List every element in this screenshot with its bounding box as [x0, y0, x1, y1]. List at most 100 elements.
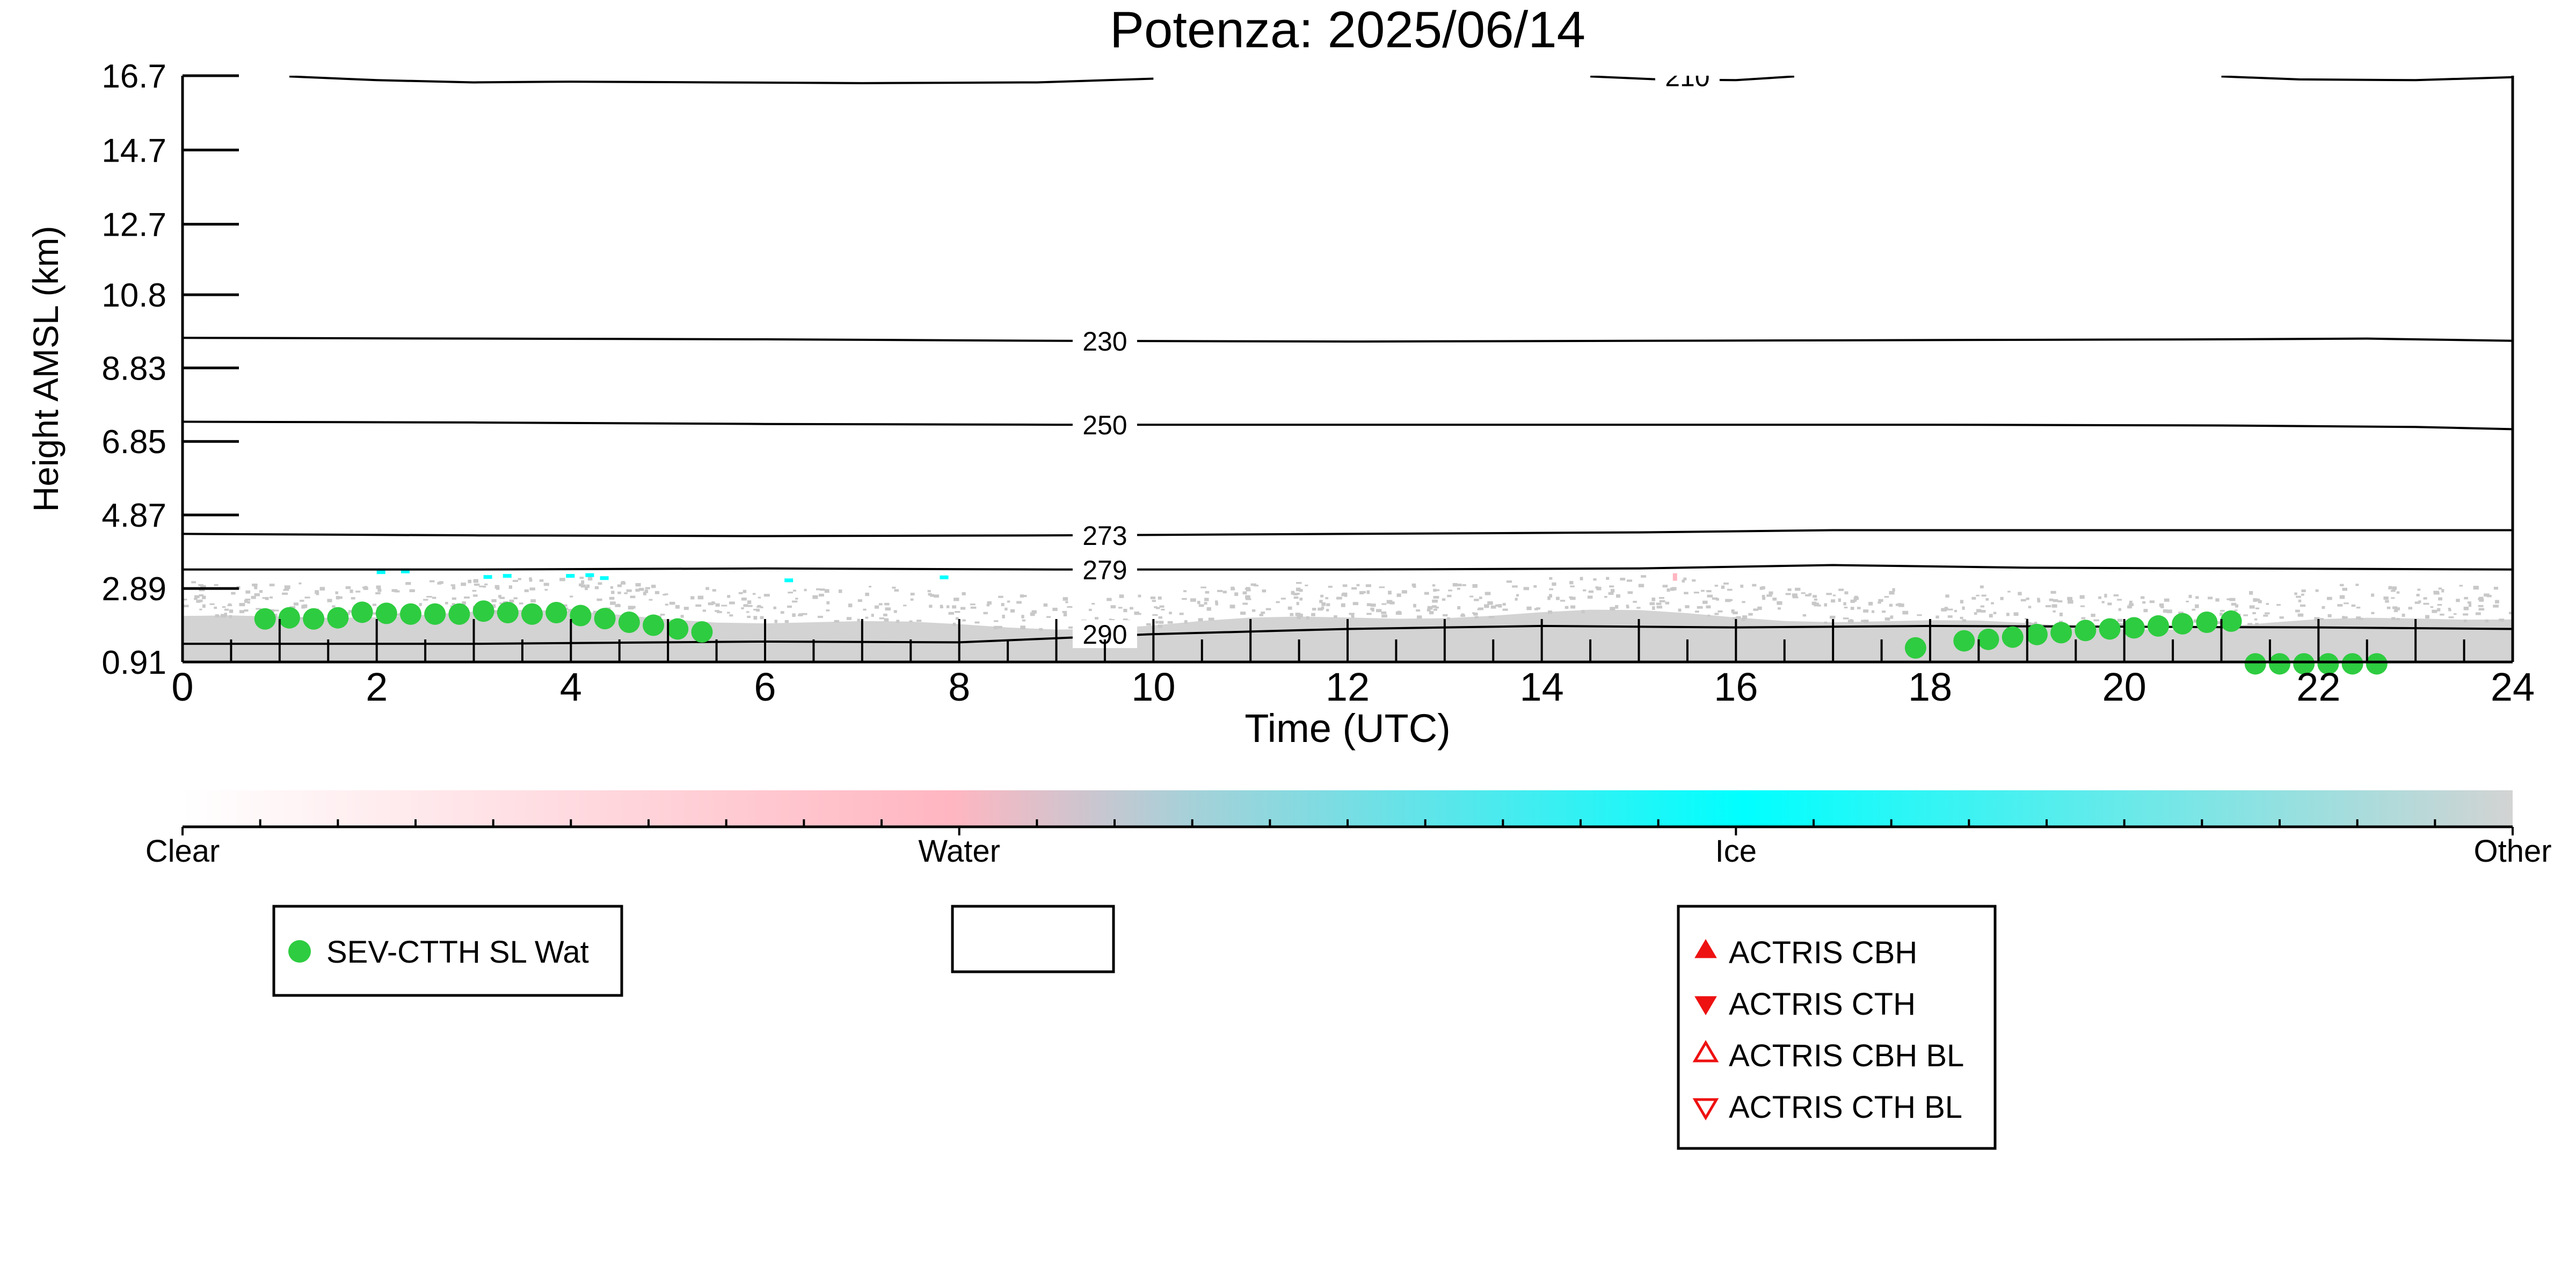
noise-speck — [1685, 605, 1690, 608]
noise-speck — [2193, 619, 2199, 623]
noise-speck — [1155, 607, 1160, 609]
noise-speck — [1429, 611, 1434, 615]
legend-actris-box — [1677, 905, 1997, 1150]
noise-speck — [2006, 613, 2010, 616]
noise-speck — [1229, 605, 1235, 609]
noise-speck — [2258, 600, 2262, 603]
noise-speck — [2276, 604, 2281, 606]
noise-speck — [1813, 595, 1817, 598]
noise-speck — [2018, 592, 2022, 595]
noise-speck — [643, 591, 646, 595]
noise-speck — [301, 605, 305, 609]
noise-speck — [1838, 588, 1844, 591]
noise-speck — [1446, 617, 1450, 621]
noise-speck — [209, 603, 215, 605]
ice-patch — [585, 573, 594, 577]
noise-speck — [1684, 592, 1689, 594]
x-tick-label: 16 — [1714, 665, 1758, 709]
noise-speck — [2432, 609, 2437, 613]
noise-speck — [763, 594, 770, 597]
noise-speck — [222, 606, 226, 608]
noise-speck — [1366, 590, 1370, 594]
noise-speck — [1941, 608, 1947, 612]
noise-speck — [2215, 598, 2220, 602]
noise-speck — [2207, 596, 2213, 600]
noise-speck — [1853, 599, 1857, 602]
noise-speck — [857, 599, 862, 602]
noise-speck — [2234, 609, 2238, 612]
noise-speck — [1814, 602, 1820, 607]
noise-speck — [1311, 613, 1315, 616]
noise-speck — [1757, 606, 1762, 610]
noise-speck — [2101, 601, 2105, 603]
noise-speck — [1413, 585, 1416, 588]
colorbar-ticks — [181, 819, 2514, 835]
noise-speck — [1250, 583, 1256, 586]
noise-speck — [1892, 588, 1895, 592]
noise-speck — [865, 616, 869, 619]
noise-speck — [792, 600, 798, 603]
noise-speck — [283, 589, 289, 591]
noise-speck — [377, 588, 382, 592]
data-point — [1904, 637, 1926, 659]
noise-speck — [1659, 600, 1665, 602]
noise-speck — [568, 609, 572, 613]
noise-speck — [1318, 607, 1323, 611]
noise-speck — [1564, 606, 1569, 609]
noise-speck — [499, 596, 505, 599]
noise-speck — [729, 601, 735, 605]
noise-speck — [284, 585, 290, 590]
noise-speck — [1853, 596, 1859, 600]
noise-speck — [274, 615, 278, 618]
noise-speck — [2385, 600, 2389, 603]
contour-label-bg — [1072, 521, 1137, 550]
noise-speck — [336, 595, 340, 600]
noise-speck — [660, 614, 665, 616]
noise-speck — [1683, 577, 1687, 580]
noise-speck — [2050, 591, 2056, 594]
noise-speck — [1065, 601, 1068, 603]
noise-speck — [1569, 596, 1573, 599]
noise-speck — [1325, 597, 1329, 600]
noise-speck — [215, 614, 220, 618]
noise-speck — [1981, 610, 1986, 613]
noise-speck — [1261, 612, 1265, 614]
noise-speck — [934, 594, 939, 598]
noise-speck — [1832, 594, 1836, 596]
data-point — [2317, 653, 2339, 675]
x-tick-label: 8 — [948, 665, 970, 709]
noise-speck — [817, 615, 823, 618]
noise-speck — [1129, 607, 1133, 610]
noise-speck — [1636, 607, 1641, 609]
noise-speck — [916, 620, 922, 622]
noise-speck — [484, 583, 488, 586]
noise-speck — [1732, 617, 1737, 620]
noise-speck — [1204, 598, 1209, 601]
noise-speck — [1948, 608, 1953, 610]
noise-speck — [596, 598, 602, 601]
noise-speck — [1351, 614, 1354, 616]
noise-speck — [2081, 617, 2086, 620]
noise-speck — [2339, 584, 2344, 586]
noise-speck — [1484, 604, 1489, 608]
noise-speck — [529, 577, 532, 580]
noise-speck — [2463, 619, 2467, 623]
noise-speck — [426, 596, 432, 598]
noise-speck — [721, 605, 727, 607]
noise-speck — [1651, 597, 1656, 601]
noise-speck — [927, 590, 931, 592]
noise-speck — [727, 595, 731, 598]
colorbar-label-other: Other — [2473, 834, 2551, 869]
noise-speck — [1091, 602, 1095, 605]
y-tick-label: 8.83 — [101, 350, 166, 387]
noise-speck — [1242, 602, 1248, 605]
noise-speck — [2322, 606, 2325, 609]
noise-speck — [2386, 606, 2391, 609]
noise-speck — [1626, 606, 1629, 609]
noise-speck — [756, 608, 760, 612]
noise-speck — [1777, 601, 1782, 605]
sev-ctth-points — [254, 600, 2388, 675]
noise-speck — [1134, 612, 1140, 615]
noise-speck — [239, 602, 245, 607]
noise-speck — [1031, 610, 1037, 614]
